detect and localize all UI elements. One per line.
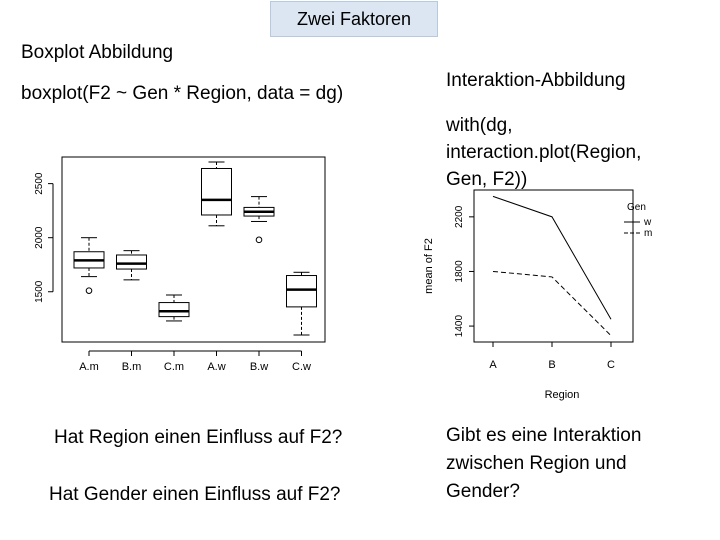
- boxplot-code: boxplot(F2 ~ Gen * Region, data = dg): [21, 83, 344, 104]
- boxplot-y-tick-label: 2000: [34, 226, 45, 249]
- interaction-code-line-1: with(dg,: [446, 115, 513, 136]
- boxplot-x-tick-label: B.m: [122, 361, 142, 373]
- question-interaction-line-3: Gender?: [446, 481, 520, 502]
- boxplot-box: [116, 254, 147, 270]
- boxplot-box: [286, 275, 317, 308]
- boxplot-box: [201, 167, 232, 216]
- interaction-x-tick-label: B: [548, 359, 555, 371]
- question-region: Hat Region einen Einfluss auf F2?: [54, 427, 343, 448]
- interaction-x-label: Region: [545, 389, 580, 401]
- interaction-y-tick-label: 2200: [454, 205, 465, 228]
- boxplot-outlier: [255, 236, 263, 244]
- boxplot-frame: [61, 156, 326, 343]
- interaction-legend-label-m: m: [644, 228, 652, 239]
- question-interaction: Gibt es eine Interaktion zwischen Region…: [446, 422, 641, 506]
- interaction-series-m: [492, 270, 612, 336]
- question-interaction-line-2: zwischen Region und: [446, 453, 627, 474]
- boxplot-chart: 1500 2000 2500 A.m B.m C.m A.w B.w C.w: [34, 156, 326, 373]
- question-interaction-line-1: Gibt es eine Interaktion: [446, 425, 642, 446]
- interaction-frame: [473, 189, 634, 343]
- interaction-x-tick-label: A: [489, 359, 497, 371]
- boxplot-outlier: [85, 287, 93, 294]
- boxplot-x-tick-label: A.m: [79, 361, 99, 373]
- boxplot-x-tick-label: C.m: [164, 361, 184, 373]
- interaction-y-label: mean of F2: [423, 238, 435, 294]
- boxplot-x-tick-label: C.w: [292, 361, 311, 373]
- interaction-series-w: [492, 195, 612, 320]
- interaction-chart: 1400 1800 2200 mean of F2 A B C Region Gen wm: [423, 189, 652, 401]
- interaction-y-tick-label: 1400: [454, 315, 465, 338]
- boxplot-x-tick-label: B.w: [250, 361, 268, 373]
- boxplot-x-tick-label: A.w: [207, 361, 225, 373]
- interaction-legend-label-w: w: [643, 217, 652, 228]
- interaction-code: with(dg, interaction.plot(Region, Gen, F…: [446, 112, 641, 193]
- boxplot-y-tick-label: 1500: [34, 280, 45, 303]
- interaction-heading: Interaktion-Abbildung: [446, 70, 626, 91]
- interaction-legend-title: Gen: [627, 202, 646, 213]
- interaction-code-line-2: interaction.plot(Region,: [446, 142, 642, 163]
- interaction-x-tick-label: C: [607, 359, 615, 371]
- interaction-code-line-3: Gen, F2)): [446, 169, 528, 190]
- interaction-y-tick-label: 1800: [454, 260, 465, 283]
- boxplot-box: [158, 302, 190, 318]
- question-gender: Hat Gender einen Einfluss auf F2?: [49, 484, 341, 505]
- boxplot-y-tick-label: 2500: [34, 172, 45, 195]
- boxplot-heading: Boxplot Abbildung: [21, 42, 174, 63]
- slide-title: Zwei Faktoren: [270, 1, 438, 37]
